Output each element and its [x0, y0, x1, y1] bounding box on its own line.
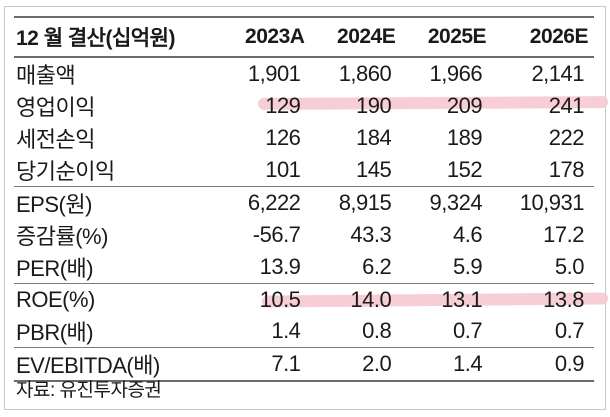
cell: 0.8	[362, 318, 392, 344]
cell: 10.5	[259, 286, 301, 312]
cell: 1,860	[338, 61, 392, 86]
table-row-operating-profit: 영업이익 129 190 209 241	[14, 90, 594, 122]
cell: 152	[446, 157, 483, 182]
cell: 222	[548, 125, 585, 150]
cell: 189	[446, 125, 483, 150]
header-2023a: 2023A	[218, 16, 311, 58]
row-label: ROE(%)	[14, 283, 218, 316]
header-2026e: 2026E	[492, 16, 594, 58]
cell: 43.3	[350, 222, 392, 247]
table-frame	[4, 6, 606, 410]
row-label: EV/EBITDA(배)	[14, 347, 218, 383]
cell: 1,901	[247, 61, 301, 86]
table-header-row: 12 월 결산(십억원) 2023A 2024E 2025E 2026E	[14, 16, 594, 58]
cell: 13.1	[441, 286, 483, 312]
cell: 5.0	[554, 254, 585, 279]
row-label: PER(배)	[16, 256, 94, 281]
cell: 184	[356, 125, 392, 150]
cell: 145	[356, 157, 392, 182]
financial-summary-table: 12 월 결산(십억원) 2023A 2024E 2025E 2026E 매출액…	[14, 16, 594, 383]
table-row-pbr: PBR(배) 1.4 0.8 0.7 0.7	[14, 315, 594, 348]
cell: 14.0	[350, 286, 392, 312]
table-row-growth-rate: 증감률(%) -56.7 43.3 4.6 17.2	[14, 219, 594, 251]
cell: 8,915	[310, 186, 402, 219]
row-label: PBR(배)	[16, 320, 94, 346]
row-label: 세전손익	[16, 127, 95, 152]
cell: 190	[356, 93, 392, 118]
cell: 10,931	[492, 186, 594, 219]
cell: 4.6	[452, 222, 483, 247]
cell: 2,141	[531, 61, 584, 86]
table-row-net-income: 당기순이익 101 145 152 178	[14, 154, 594, 187]
row-label: 증감률(%)	[16, 224, 108, 249]
cell: 0.7	[554, 318, 585, 344]
row-label: 매출액	[16, 63, 76, 88]
table-row-roe: ROE(%) 10.5 14.0 13.1 13.8	[14, 283, 594, 316]
cell: 101	[265, 157, 301, 182]
cell: 13.8	[543, 286, 584, 312]
cell: 6.2	[362, 254, 392, 279]
cell: 7.1	[218, 347, 311, 383]
cell: 2.0	[310, 347, 402, 383]
row-label: 영업이익	[16, 95, 95, 120]
table-row-ev-ebitda: EV/EBITDA(배) 7.1 2.0 1.4 0.9	[14, 347, 594, 383]
cell: 9,324	[401, 186, 493, 219]
cell: 0.7	[452, 318, 483, 344]
cell: 13.9	[259, 254, 301, 279]
row-label: 당기순이익	[16, 159, 115, 184]
cell: 241	[548, 93, 585, 118]
cell: 126	[265, 125, 301, 150]
cell: 1.4	[401, 347, 493, 383]
table-row-per: PER(배) 13.9 6.2 5.9 5.0	[14, 251, 594, 284]
cell: 1.4	[271, 318, 301, 344]
cell: 6,222	[218, 186, 311, 219]
table-row-revenue: 매출액 1,901 1,860 1,966 2,141	[14, 57, 594, 90]
cell: 178	[548, 157, 585, 182]
cell: 129	[265, 93, 301, 118]
row-label: EPS(원)	[14, 186, 218, 219]
cell: 5.9	[452, 254, 483, 279]
header-2025e: 2025E	[401, 16, 493, 58]
cell: 209	[446, 93, 483, 118]
source-note: 자료: 유진투자증권	[16, 380, 162, 401]
cell: -56.7	[252, 222, 301, 247]
cell: 0.9	[492, 347, 594, 383]
cell: 1,966	[429, 61, 483, 86]
cell: 17.2	[543, 222, 584, 247]
table-row-pretax-income: 세전손익 126 184 189 222	[14, 122, 594, 154]
header-label: 12 월 결산(십억원)	[14, 16, 218, 58]
table-row-eps: EPS(원) 6,222 8,915 9,324 10,931	[14, 186, 594, 219]
header-2024e: 2024E	[310, 16, 402, 58]
